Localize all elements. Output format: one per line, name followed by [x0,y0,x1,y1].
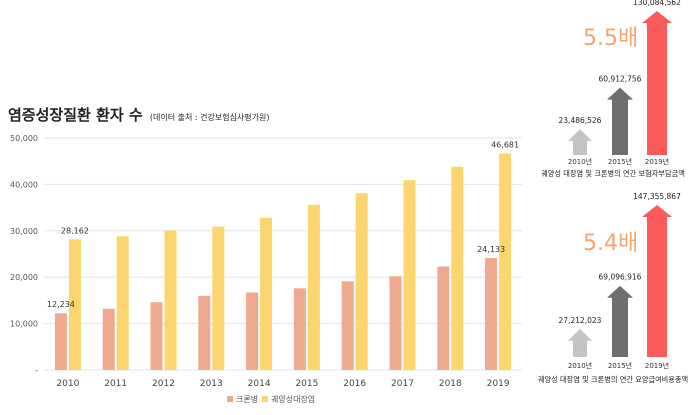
arrow-value-label: 23,486,526 [559,116,602,125]
data-label: 46,681 [491,140,519,149]
y-tick-label: 40,000 [10,180,38,189]
arrow-chart-title: 궤양성 대장염 및 크론병의 연간 보험자부담금액 [541,169,685,178]
bar-uc [499,153,512,370]
arrow-value-label: 130,084,562 [633,0,681,7]
bar-crohn [102,308,115,370]
growth-arrow [607,87,633,155]
y-tick-label: 50,000 [10,134,38,143]
bar-uc [164,230,177,370]
bar-uc [403,180,416,370]
bar-uc [68,239,81,370]
growth-arrow [607,285,633,357]
growth-arrow [642,205,672,357]
arrow-value-label: 60,912,756 [599,75,642,84]
arrow-year-label: 2019년 [645,361,669,370]
bar-crohn [150,302,163,370]
bar-uc [307,204,320,370]
arrow-year-label: 2019년 [645,157,669,166]
legend-label-uc: 궤양성대장염 [271,394,315,404]
x-tick-label: 2017 [391,379,414,389]
x-tick-label: 2019 [487,379,510,389]
arrow-year-label: 2015년 [608,361,632,370]
growth-arrow [568,328,592,357]
arrow-value-label: 69,096,916 [599,273,642,282]
y-tick-label: 20,000 [10,273,38,282]
x-tick-label: 2015 [295,379,318,389]
data-source-note: (데이터 출처 : 건강보험심사평가원) [149,113,270,122]
y-tick-label: 10,000 [10,320,38,329]
data-label: 28,162 [61,226,89,235]
growth-ratio: 5.4배 [583,231,638,256]
arrow-year-label: 2010년 [568,361,592,370]
x-tick-label: 2018 [439,379,462,389]
bar-crohn [246,292,259,370]
growth-ratio: 5.5배 [583,26,638,51]
x-tick-label: 2016 [343,379,366,389]
arrow-year-label: 2015년 [608,157,632,166]
legend-swatch-uc [262,396,268,402]
bar-crohn [389,276,402,370]
growth-arrow [642,11,672,155]
bar-crohn [485,258,498,370]
arrow-chart-title: 궤양성 대장염 및 크론병의 연간 요양급여비용총액 [538,375,688,384]
x-tick-label: 2010 [56,379,79,389]
arrow-value-label: 27,212,023 [559,316,602,325]
bar-uc [260,217,273,370]
x-tick-label: 2014 [248,379,271,389]
data-label: 12,234 [47,300,75,309]
bar-crohn [54,313,67,370]
bar-uc [116,236,129,370]
bar-crohn [198,295,211,370]
growth-arrow [568,129,592,155]
arrow-year-label: 2010년 [568,157,592,166]
bar-crohn [437,266,450,370]
y-tick-label: 30,000 [10,227,38,236]
legend-swatch-crohn [227,396,233,402]
bar-uc [212,226,225,370]
bar-uc [451,166,464,370]
chart-title-text: 염증성장질환 환자 수 [8,106,143,124]
legend-label-crohn: 크론병 [236,395,258,404]
bar-uc [355,193,368,370]
bar-crohn [341,281,354,370]
data-label: 24,133 [477,245,505,254]
y-tick-label: - [35,366,38,375]
x-tick-label: 2012 [152,379,175,389]
x-tick-label: 2011 [104,379,127,389]
x-tick-label: 2013 [200,379,223,389]
chart-title: 염증성장질환 환자 수 (데이터 출처 : 건강보험심사평가원) [8,104,270,125]
bar-crohn [293,288,306,370]
arrow-value-label: 147,355,867 [633,192,681,201]
